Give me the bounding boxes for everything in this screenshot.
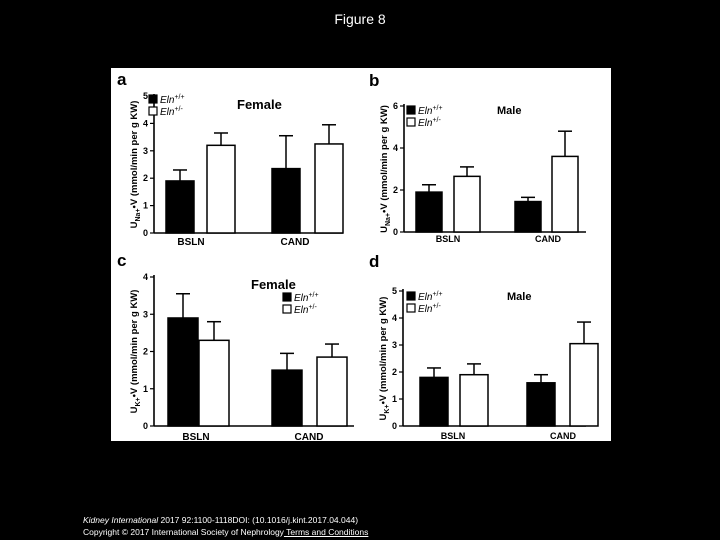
legend-label: Eln+/+ (418, 105, 443, 117)
copyright-text: Copyright © 2017 International Society o… (83, 527, 284, 537)
y-tick-label: 0 (143, 228, 148, 238)
journal-name: Kidney International (83, 515, 159, 525)
y-tick-label: 5 (143, 91, 148, 101)
bar (453, 175, 481, 233)
category-label: CAND (295, 432, 324, 441)
y-axis-label: UK+•V (mmol/min per g KW) (129, 290, 142, 414)
y-tick-label: 1 (392, 394, 397, 404)
legend-label: Eln+/- (418, 117, 441, 129)
y-tick-label: 0 (143, 421, 148, 431)
bar (514, 200, 542, 233)
y-tick-label: 2 (392, 367, 397, 377)
citation-line: Kidney International 2017 92:1100-1118DO… (83, 515, 358, 525)
bar (206, 144, 236, 234)
legend-label: Eln+/+ (294, 292, 319, 304)
panel-letter: c (117, 251, 126, 270)
chart-subtitle: Female (237, 97, 282, 112)
legend-label: Eln+/- (160, 106, 183, 118)
bar (165, 180, 195, 234)
y-tick-label: 6 (393, 101, 398, 111)
legend-label: Eln+/+ (418, 291, 443, 303)
legend-swatch (406, 117, 416, 127)
y-tick-label: 2 (143, 347, 148, 357)
legend-label: Eln+/- (418, 303, 441, 315)
legend-label: Eln+/- (294, 304, 317, 316)
chart-panel-c: c Female 0 1 2 3 4UK+•V (mmol/min per g KW) BSL… (117, 251, 354, 441)
panel-letter: d (369, 252, 379, 271)
y-tick-label: 1 (143, 384, 148, 394)
y-axis-label: UNa+•V (mmol/min per g KW) (129, 101, 142, 229)
y-axis-label: UK+•V (mmol/min per g KW) (378, 297, 391, 421)
category-label: BSLN (182, 432, 209, 441)
figure-panel: a Female 0 1 2 3 4 5 UNa+•V (mmol/min per g KW) B… (111, 68, 611, 441)
legend-swatch (406, 105, 416, 115)
category-label: CAND (550, 431, 576, 441)
bar (526, 382, 556, 427)
category-label: BSLN (441, 431, 466, 441)
chart-subtitle: Male (497, 105, 521, 117)
category-label: CAND (281, 237, 310, 248)
category-label: BSLN (436, 234, 461, 244)
y-tick-label: 4 (393, 143, 398, 153)
bar (167, 317, 199, 427)
y-tick-label: 0 (392, 421, 397, 431)
category-label: BSLN (177, 237, 204, 248)
y-tick-label: 0 (393, 227, 398, 237)
legend-swatch (148, 106, 158, 116)
panel-letter: a (117, 70, 127, 89)
y-tick-label: 4 (143, 272, 148, 282)
citation-details: 2017 92:1100-1118DOI: (10.1016/j.kint.20… (158, 515, 359, 525)
terms-link[interactable]: Terms and Conditions (283, 527, 369, 537)
bar (314, 143, 344, 234)
page-title: Figure 8 (334, 11, 386, 27)
bar (415, 191, 443, 233)
legend-label: Eln+/+ (160, 94, 185, 106)
panel-letter: b (369, 71, 379, 90)
y-tick-label: 4 (392, 313, 397, 323)
bar (459, 373, 489, 427)
legend-swatch (282, 304, 292, 314)
y-tick-label: 3 (392, 340, 397, 350)
bar (551, 155, 579, 233)
copyright-line: Copyright © 2017 International Society o… (83, 527, 368, 537)
y-tick-label: 4 (143, 118, 148, 128)
y-tick-label: 5 (392, 286, 397, 296)
bar (569, 342, 599, 427)
legend-swatch (282, 292, 292, 302)
y-tick-label: 3 (143, 146, 148, 156)
bar (271, 167, 301, 234)
legend-swatch (148, 94, 158, 104)
legend-swatch (406, 291, 416, 301)
chart-subtitle: Male (507, 291, 531, 303)
bar (271, 369, 303, 427)
chart-subtitle: Female (251, 277, 296, 292)
y-tick-label: 2 (143, 173, 148, 183)
bar (419, 376, 449, 427)
category-label: CAND (535, 234, 561, 244)
chart-panel-d: d Male 0 1 2 3 4 5UK+•V (mmol/min per g KW) BSLN… (369, 252, 599, 441)
y-tick-label: 1 (143, 201, 148, 211)
bar (316, 356, 348, 427)
bar (198, 339, 230, 427)
y-tick-label: 2 (393, 185, 398, 195)
legend-swatch (406, 303, 416, 313)
y-axis-label: UNa+•V (mmol/min per g KW) (379, 105, 392, 233)
y-tick-label: 3 (143, 309, 148, 319)
